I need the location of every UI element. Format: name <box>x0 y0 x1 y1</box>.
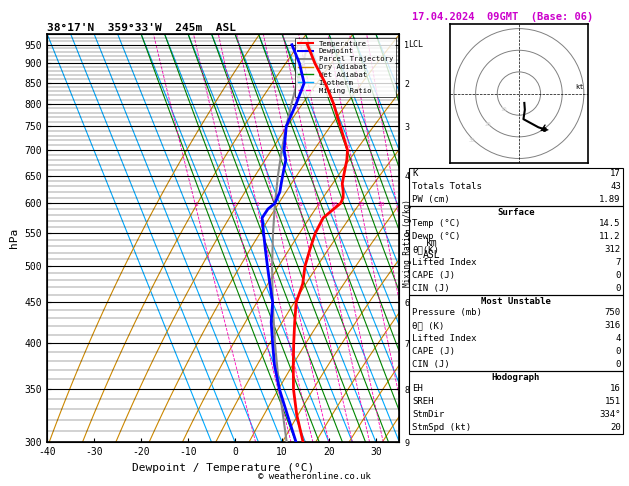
Text: 0: 0 <box>615 284 621 293</box>
Text: 4: 4 <box>273 202 277 207</box>
Text: CIN (J): CIN (J) <box>412 360 450 369</box>
Text: kt: kt <box>576 84 584 90</box>
Y-axis label: hPa: hPa <box>9 228 19 248</box>
Text: 43: 43 <box>610 182 621 191</box>
Text: 4: 4 <box>615 334 621 343</box>
Text: 10: 10 <box>330 202 337 207</box>
Text: © weatheronline.co.uk: © weatheronline.co.uk <box>258 472 371 481</box>
Text: 6: 6 <box>298 202 302 207</box>
Text: EH: EH <box>412 384 423 394</box>
Text: 1.89: 1.89 <box>599 195 621 204</box>
Y-axis label: km
ASL: km ASL <box>423 238 440 260</box>
Text: 750: 750 <box>604 309 621 317</box>
Text: Most Unstable: Most Unstable <box>481 296 551 306</box>
Text: Lifted Index: Lifted Index <box>412 258 477 267</box>
Text: 38°17'N  359°33'W  245m  ASL: 38°17'N 359°33'W 245m ASL <box>47 23 236 33</box>
Text: SREH: SREH <box>412 398 433 406</box>
Text: 17: 17 <box>610 169 621 178</box>
Text: StmSpd (kt): StmSpd (kt) <box>412 423 471 432</box>
Text: K: K <box>412 169 418 178</box>
Text: 2: 2 <box>233 202 236 207</box>
Legend: Temperature, Dewpoint, Parcel Trajectory, Dry Adiabat, Wet Adiabat, Isotherm, Mi: Temperature, Dewpoint, Parcel Trajectory… <box>296 37 396 97</box>
Text: 7: 7 <box>615 258 621 267</box>
Text: 334°: 334° <box>599 410 621 419</box>
Text: 316: 316 <box>604 321 621 330</box>
Text: 312: 312 <box>604 245 621 254</box>
Text: Totals Totals: Totals Totals <box>412 182 482 191</box>
Text: Hodograph: Hodograph <box>492 373 540 382</box>
Text: 0: 0 <box>615 271 621 280</box>
Text: PW (cm): PW (cm) <box>412 195 450 204</box>
Text: StmDir: StmDir <box>412 410 444 419</box>
Text: 20: 20 <box>610 423 621 432</box>
Text: CAPE (J): CAPE (J) <box>412 271 455 280</box>
Text: θᴇ (K): θᴇ (K) <box>412 321 444 330</box>
Text: 8: 8 <box>317 202 321 207</box>
Text: 151: 151 <box>604 398 621 406</box>
Text: θᴇ(K): θᴇ(K) <box>412 245 439 254</box>
Text: 16: 16 <box>610 384 621 394</box>
Text: 11.2: 11.2 <box>599 232 621 242</box>
Text: Surface: Surface <box>497 208 535 217</box>
Text: CIN (J): CIN (J) <box>412 284 450 293</box>
Text: 14.5: 14.5 <box>599 219 621 228</box>
Text: 1: 1 <box>194 202 198 207</box>
Text: 20: 20 <box>378 202 385 207</box>
Text: Lifted Index: Lifted Index <box>412 334 477 343</box>
Text: 3: 3 <box>256 202 260 207</box>
Text: 0: 0 <box>615 360 621 369</box>
Text: 10: 10 <box>500 106 506 112</box>
X-axis label: Dewpoint / Temperature (°C): Dewpoint / Temperature (°C) <box>132 463 314 473</box>
Text: 0: 0 <box>615 347 621 356</box>
Text: Temp (°C): Temp (°C) <box>412 219 460 228</box>
Text: Mixing Ratio (g/kg): Mixing Ratio (g/kg) <box>403 199 411 287</box>
Text: CAPE (J): CAPE (J) <box>412 347 455 356</box>
Text: 15: 15 <box>357 202 365 207</box>
Text: 20: 20 <box>484 122 491 127</box>
Text: LCL: LCL <box>408 40 423 49</box>
Text: Dewp (°C): Dewp (°C) <box>412 232 460 242</box>
Text: 17.04.2024  09GMT  (Base: 06): 17.04.2024 09GMT (Base: 06) <box>412 12 593 22</box>
Text: 30: 30 <box>469 138 476 143</box>
Text: Pressure (mb): Pressure (mb) <box>412 309 482 317</box>
